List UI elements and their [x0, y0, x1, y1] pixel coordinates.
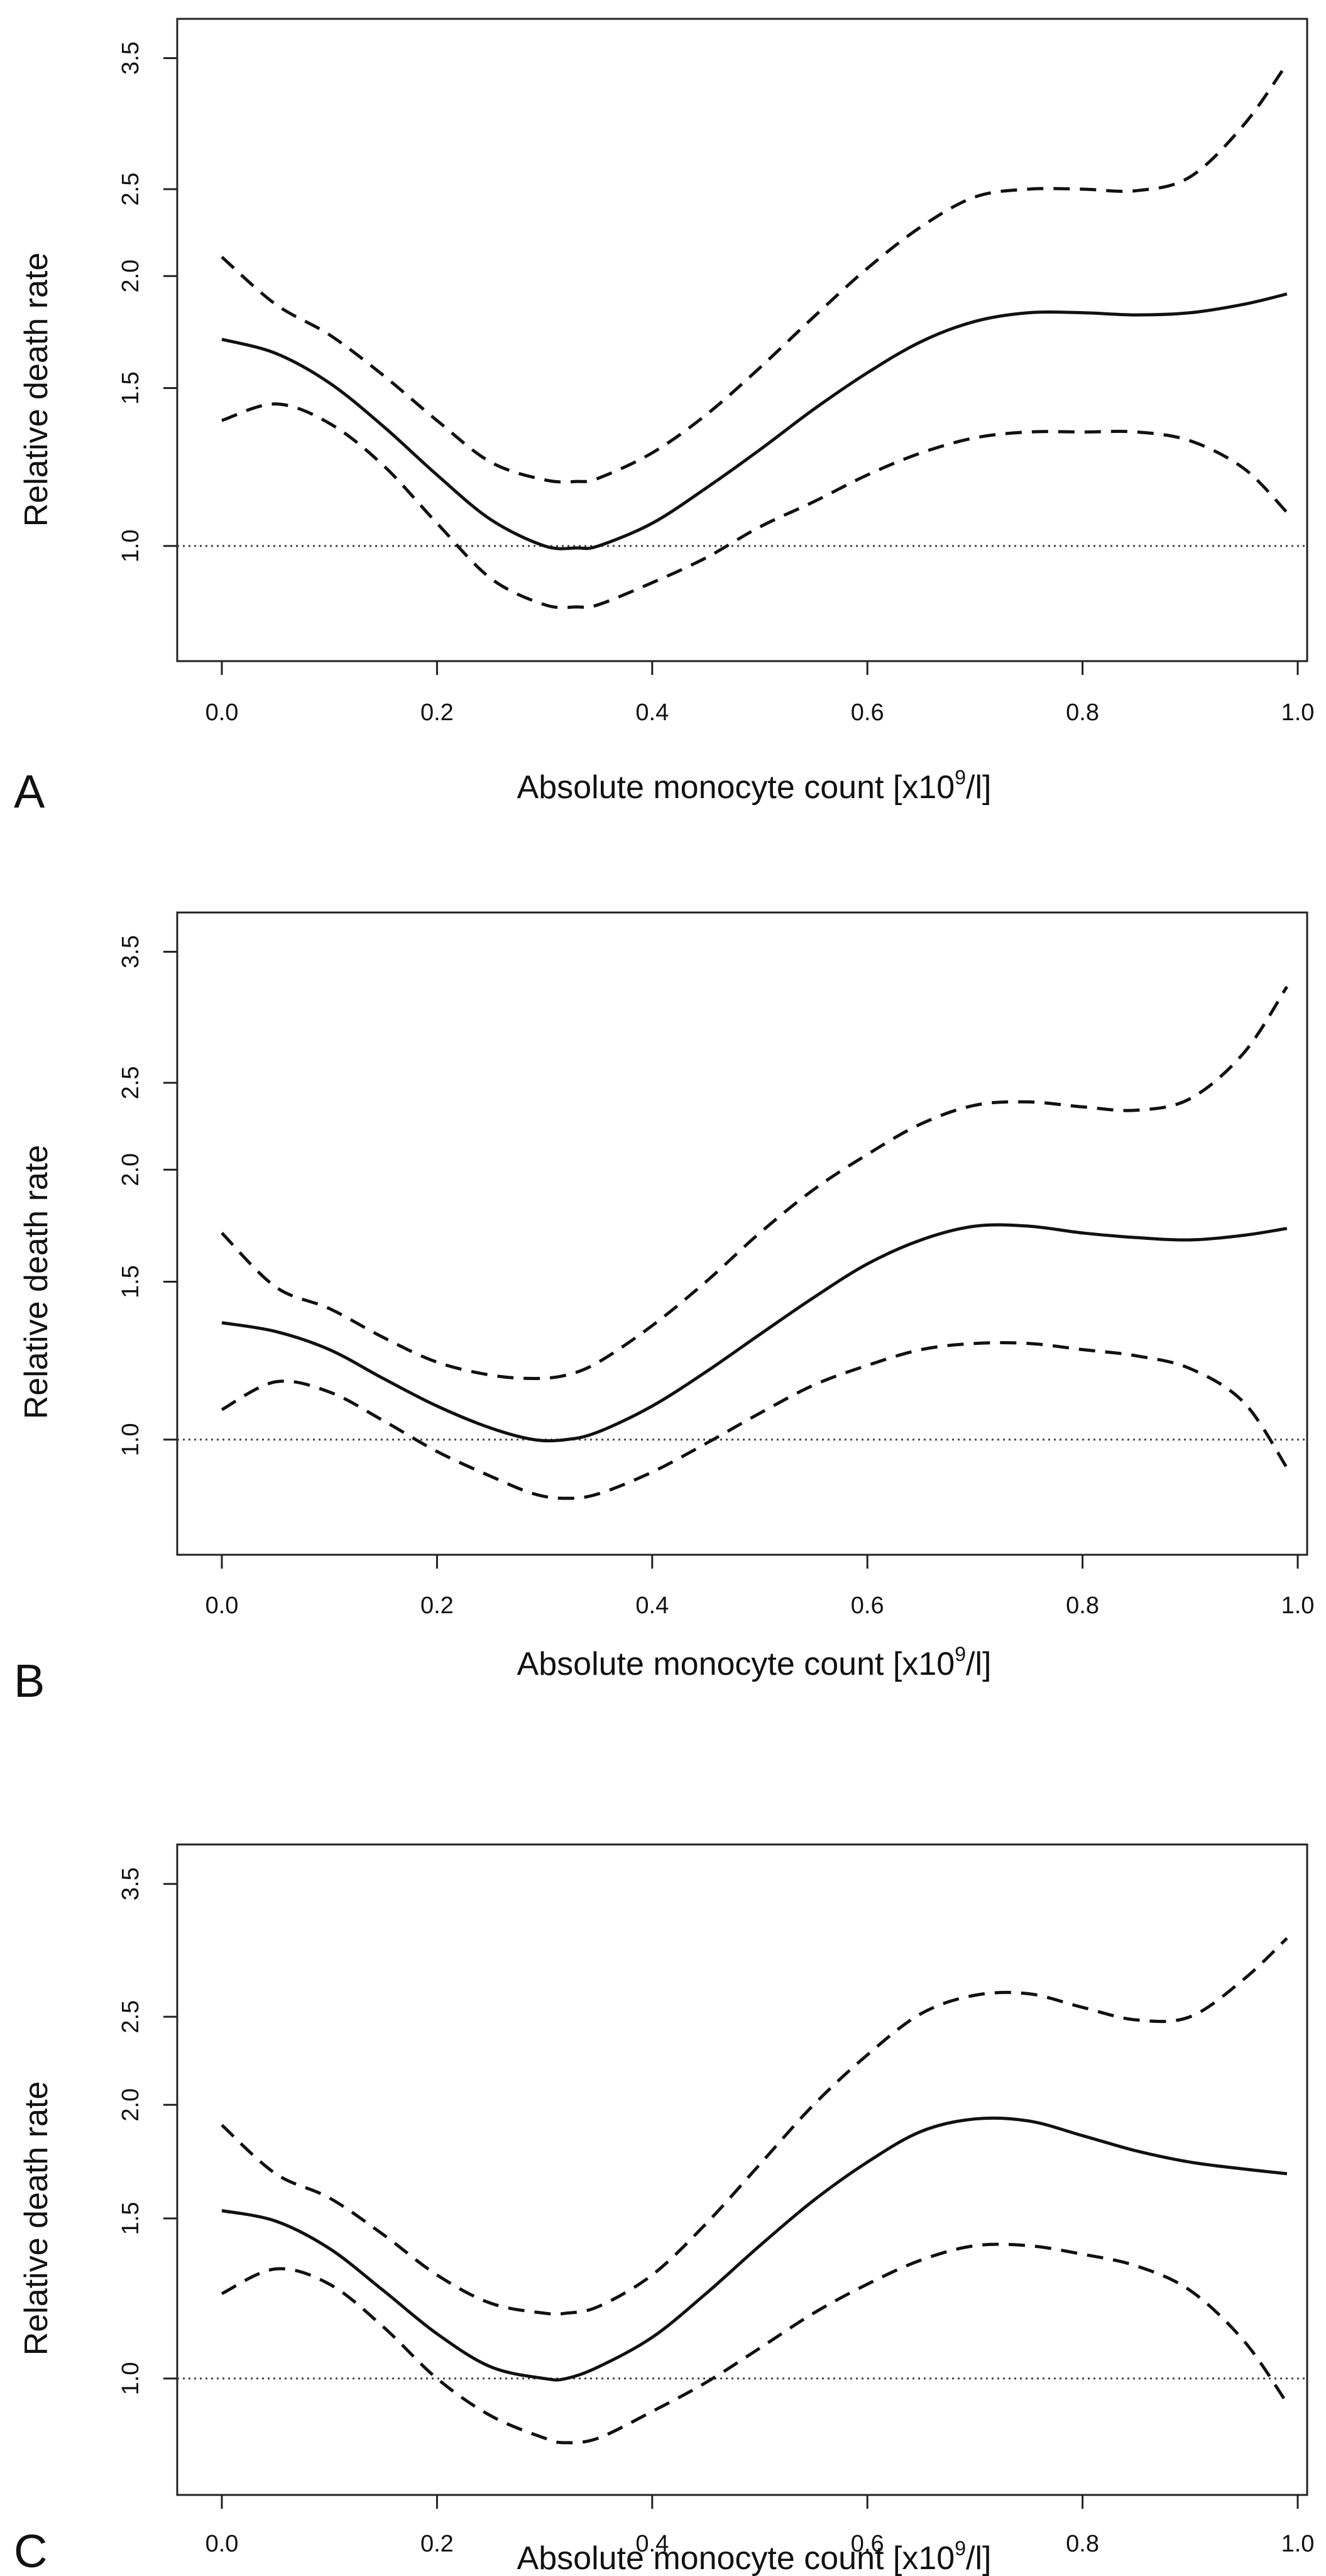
- x-tick-label: 0.4: [635, 2531, 669, 2557]
- x-tick-label: 0.6: [851, 1592, 884, 1619]
- y-tick-label: 1.0: [118, 1423, 144, 1456]
- x-tick-label: 1.0: [1281, 2531, 1315, 2557]
- y-tick-label: 2.5: [118, 2000, 144, 2034]
- y-tick-label: 2.0: [118, 260, 144, 293]
- x-axis-title-superscript: 9: [955, 2537, 966, 2560]
- x-tick-label: 0.8: [1066, 1592, 1099, 1619]
- x-tick-label: 1.0: [1281, 699, 1315, 726]
- chart-panel-b: 1.0 1.5 2.0 2.5 3.5 0.0 0.2 0.4 0.6 0.8 1.0 Relativ…: [14, 911, 1315, 1707]
- x-axis-title-suffix: /l]: [966, 2540, 991, 2576]
- upper-ci-line: [221, 985, 1288, 1380]
- y-tick-label: 2.0: [118, 1153, 144, 1187]
- x-tick-label: 0.2: [420, 2531, 454, 2557]
- x-axis-title-main: Absolute monocyte count [x10: [517, 2540, 955, 2576]
- y-tick-label: 1.5: [118, 371, 144, 405]
- y-tick-label: 3.5: [118, 935, 144, 968]
- x-tick-label: 0.0: [205, 1592, 239, 1619]
- panel-letter: C: [14, 2525, 47, 2576]
- x-axis-title-superscript: 9: [955, 766, 966, 789]
- y-tick-label: 1.0: [118, 529, 144, 562]
- x-axis-title: Absolute monocyte count [x109/l]: [517, 2537, 992, 2576]
- x-tick-label: 0.0: [205, 2531, 239, 2557]
- y-tick-label: 1.5: [118, 1265, 144, 1298]
- y-axis-title: Relative death rate: [18, 2081, 55, 2356]
- x-axis-title-suffix: /l]: [966, 1646, 991, 1682]
- plot-frame: [176, 911, 1308, 1556]
- chart-panel-a: 1.0 1.5 2.0 2.5 3.5 0.0 0.2 0.4 0.6 0.8 1.0 Relativ…: [14, 18, 1315, 818]
- y-tick-label: 3.5: [118, 41, 144, 75]
- x-tick-label: 0.4: [635, 1592, 669, 1619]
- y-axis-title: Relative death rate: [18, 253, 55, 527]
- y-tick-label: 2.0: [118, 2088, 144, 2122]
- chart-panel-c: 1.0 1.5 2.0 2.5 3.5 0.0 0.2 0.4 0.6 0.8 1.0 Relativ…: [14, 1843, 1315, 2576]
- upper-ci-line: [221, 62, 1288, 484]
- x-tick-label: 0.4: [635, 699, 669, 726]
- x-axis-title: Absolute monocyte count [x109/l]: [517, 766, 992, 806]
- x-tick-label: 0.6: [851, 2531, 884, 2557]
- x-axis-title-superscript: 9: [955, 1643, 966, 1665]
- y-tick-label: 1.0: [118, 2362, 144, 2395]
- x-tick-label: 0.8: [1066, 699, 1099, 726]
- lower-ci-line: [221, 402, 1288, 610]
- plot-frame: [176, 1843, 1308, 2496]
- y-tick-label: 1.5: [118, 2202, 144, 2235]
- panel-letter: B: [14, 1655, 45, 1707]
- plot-frame: [176, 18, 1308, 662]
- lower-ci-line: [221, 2242, 1288, 2445]
- x-tick-label: 0.8: [1066, 2531, 1099, 2557]
- y-tick-label: 2.5: [118, 173, 144, 206]
- estimate-line: [221, 292, 1288, 551]
- estimate-line: [221, 1223, 1288, 1443]
- x-tick-label: 0.2: [420, 699, 454, 726]
- x-axis-title: Absolute monocyte count [x109/l]: [517, 1643, 992, 1682]
- upper-ci-line: [221, 1937, 1288, 2316]
- estimate-line: [221, 2116, 1288, 2382]
- x-tick-label: 0.0: [205, 699, 239, 726]
- y-tick-label: 3.5: [118, 1867, 144, 1900]
- x-tick-label: 0.6: [851, 699, 884, 726]
- x-axis-title-suffix: /l]: [966, 769, 991, 806]
- x-axis-title-main: Absolute monocyte count [x10: [517, 769, 955, 806]
- x-tick-label: 0.2: [420, 1592, 454, 1619]
- y-tick-label: 2.5: [118, 1066, 144, 1100]
- panel-letter: A: [14, 765, 45, 818]
- y-axis-title: Relative death rate: [18, 1145, 55, 1420]
- x-axis-title-main: Absolute monocyte count [x10: [517, 1646, 955, 1682]
- lower-ci-line: [221, 1341, 1288, 1500]
- x-tick-label: 1.0: [1281, 1592, 1315, 1619]
